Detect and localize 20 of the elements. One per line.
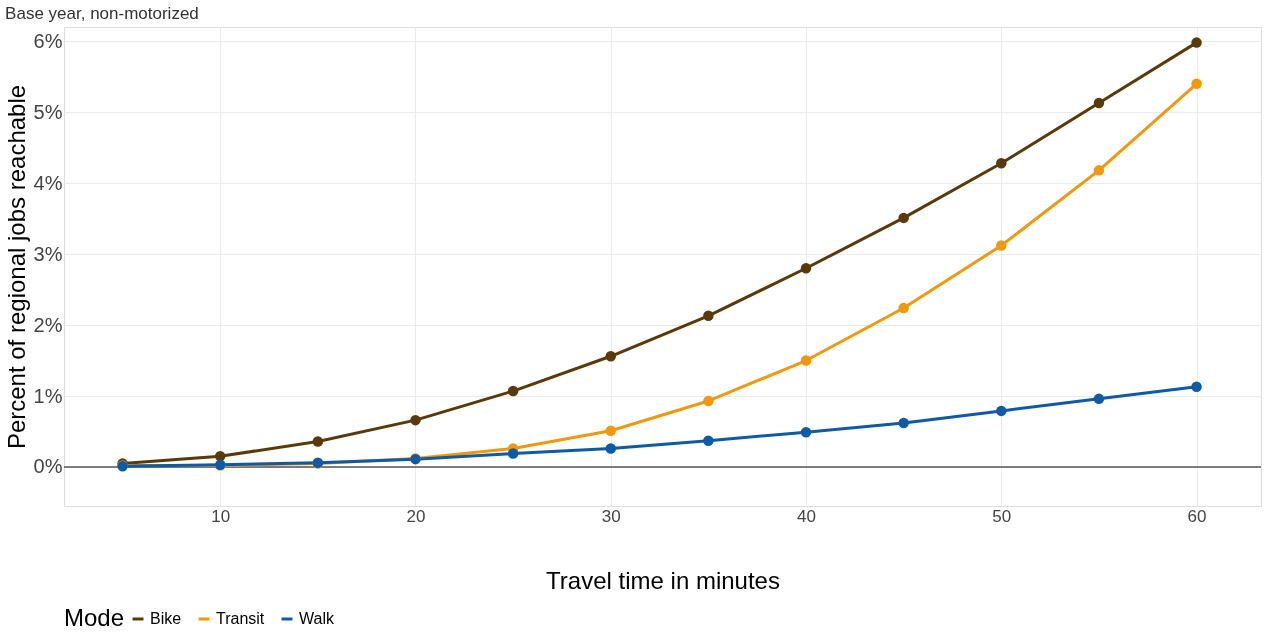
- x-tick-label: 50: [992, 506, 1012, 526]
- y-tick-label: 2%: [33, 313, 63, 336]
- x-tick-label: 20: [406, 506, 426, 526]
- x-tick-label: 30: [601, 506, 621, 526]
- y-tick-label: 1%: [33, 384, 63, 407]
- legend-label: Walk: [299, 610, 335, 627]
- y-tick-label: 6%: [33, 29, 63, 52]
- x-axis-title: Travel time in minutes: [546, 566, 780, 594]
- legend-label: Transit: [216, 610, 265, 627]
- x-tick-label: 40: [797, 506, 816, 526]
- chart-title: Base year, non-motorized: [5, 4, 199, 23]
- legend-label: Bike: [150, 610, 182, 627]
- y-axis-title: Percent of regional jobs reachable: [2, 84, 30, 450]
- x-tick-label: 60: [1187, 506, 1207, 526]
- y-tick-label: 4%: [33, 171, 63, 194]
- x-tick-label: 10: [211, 506, 231, 526]
- y-tick-label: 0%: [33, 455, 63, 478]
- y-tick-label: 3%: [33, 242, 63, 265]
- legend-title: Mode: [64, 604, 125, 631]
- y-tick-label: 5%: [33, 100, 63, 123]
